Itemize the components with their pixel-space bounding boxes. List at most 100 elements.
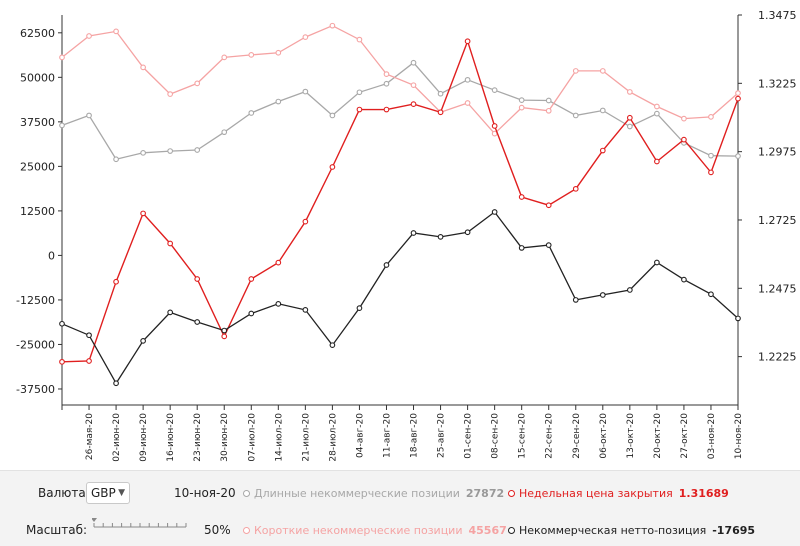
data-point [599, 68, 606, 74]
data-point [410, 230, 417, 236]
x-tick-label: 03-ноя-20 [707, 413, 717, 459]
legend-dot-icon [508, 490, 515, 497]
data-point [248, 276, 255, 282]
data-point [654, 158, 660, 165]
legend-short[interactable]: Короткие некоммерческие позиции 45567 [243, 524, 507, 537]
data-point [167, 240, 174, 247]
data-point [59, 54, 65, 61]
data-point [383, 71, 390, 77]
y-left-tick-label: -37500 [16, 383, 55, 396]
y-left-tick-label: 37500 [20, 116, 55, 129]
data-point [654, 103, 660, 110]
legend-short-label: Короткие некоммерческие позиции [254, 524, 463, 537]
data-point [86, 358, 92, 364]
data-point [356, 106, 363, 113]
data-point [167, 309, 174, 316]
legend-net[interactable]: Некоммерческая нетто-позиция -17695 [508, 524, 755, 537]
x-tick-label: 25-авг-20 [437, 413, 447, 458]
slider-handle[interactable] [92, 518, 97, 522]
data-point [59, 320, 65, 327]
x-tick-label: 30-июн-20 [220, 413, 230, 462]
date-label: 10-ноя-20 [174, 486, 236, 500]
data-point [275, 300, 282, 307]
data-point [140, 338, 146, 344]
legend-dot-icon [243, 490, 250, 497]
data-point [464, 100, 471, 106]
data-point [518, 194, 525, 200]
data-point [167, 148, 174, 154]
legend-close-value: 1.31689 [678, 487, 729, 500]
data-point [572, 297, 579, 303]
data-point [572, 112, 579, 119]
data-point [113, 28, 119, 35]
x-tick-label: 11-авг-20 [382, 413, 392, 458]
x-tick-label: 04-авг-20 [355, 413, 365, 458]
data-point [599, 107, 606, 114]
x-tick-label: 07-июл-20 [247, 413, 257, 462]
scale-slider[interactable] [92, 518, 188, 530]
data-point [329, 164, 336, 170]
data-point [302, 88, 309, 95]
data-point [194, 319, 201, 325]
data-point [518, 245, 525, 251]
legend-close[interactable]: Недельная цена закрытия 1.31689 [508, 487, 729, 500]
data-point [437, 90, 444, 97]
legend-long[interactable]: Длинные некоммерческие позиции 27872 [243, 487, 504, 500]
data-point [708, 291, 714, 298]
data-point [383, 262, 390, 268]
data-point [86, 33, 92, 39]
y-right-tick-label: 1.2225 [758, 351, 797, 364]
currency-select[interactable]: GBP ▼ [86, 482, 130, 504]
data-point [464, 229, 471, 236]
data-point [248, 110, 255, 116]
data-point [626, 89, 633, 95]
data-point [681, 136, 687, 143]
data-point [86, 332, 92, 339]
x-tick-label: 21-июл-20 [301, 413, 311, 462]
data-point [221, 327, 228, 334]
data-point [518, 97, 525, 103]
scale-value: 50% [204, 523, 231, 537]
data-point [735, 90, 741, 96]
data-point [329, 22, 336, 29]
legend-close-label: Недельная цена закрытия [519, 487, 673, 500]
series-line [61, 39, 739, 363]
x-tick-label: 08-сен-20 [491, 413, 501, 459]
data-point [302, 34, 309, 40]
data-point [735, 95, 741, 102]
data-point [221, 333, 228, 340]
x-tick-label: 10-ноя-20 [734, 413, 744, 459]
data-point [248, 310, 255, 317]
data-point [383, 106, 390, 113]
data-point [572, 68, 579, 74]
chart-controls: Валюта: GBP ▼ 10-ноя-20 Длинные некоммер… [0, 470, 800, 546]
data-point [140, 210, 146, 217]
series-line [61, 61, 739, 160]
y-left-tick-label: -25000 [16, 338, 55, 351]
legend-dot-icon [508, 527, 515, 534]
x-tick-label: 28-июл-20 [328, 413, 338, 462]
data-point [464, 76, 471, 83]
series-line [61, 211, 739, 385]
x-tick-label: 13-окт-20 [626, 413, 636, 459]
legend-short-value: 45567 [468, 524, 507, 537]
data-point [410, 101, 417, 107]
chart-lines [59, 22, 741, 387]
x-tick-label: 16-июн-20 [166, 413, 176, 462]
data-point [410, 59, 417, 66]
data-point [572, 185, 579, 192]
chart-axes: 62500 50000 37500 25000 12500 0 -12500 -25000 -3… [16, 9, 797, 410]
x-tick-labels: 26-мая-20 02-июн-20 09-июн-20 16-июн-20 23-и… [85, 413, 744, 462]
data-point [491, 87, 498, 94]
y-left-tick-label: 25000 [20, 160, 55, 173]
data-point [491, 123, 498, 129]
data-point [356, 305, 363, 311]
data-point [708, 114, 714, 120]
data-point [464, 38, 471, 45]
data-point [194, 147, 201, 153]
data-point [302, 307, 309, 313]
series-line [61, 24, 739, 135]
y-left-tick-label: 50000 [20, 71, 55, 84]
x-tick-label: 02-июн-20 [112, 413, 122, 462]
data-point [113, 278, 119, 285]
